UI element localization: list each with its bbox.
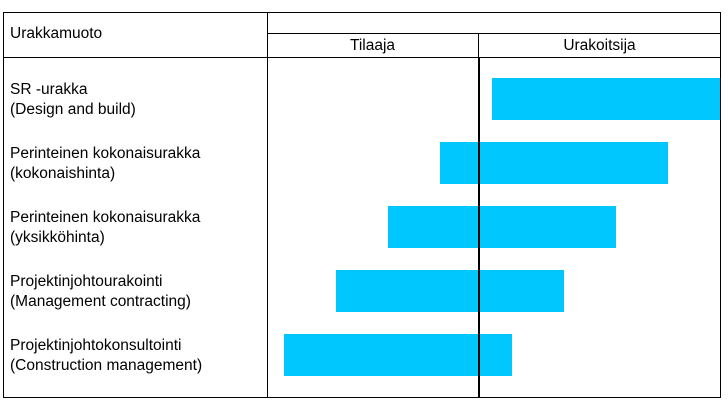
center-axis [478, 57, 480, 398]
row-label-line2: (yksikköhinta) [10, 229, 105, 246]
responsibility-bar [439, 142, 668, 184]
row-label-line2: (Management contracting) [10, 293, 191, 310]
responsibility-bar [491, 78, 720, 120]
row-label-line2: (Construction management) [10, 357, 203, 374]
urakoitsija-label: Urakoitsija [563, 37, 636, 54]
center-axis-header [478, 33, 479, 57]
column-title: Urakkamuoto [10, 25, 103, 42]
diagram-frame [3, 12, 721, 398]
row-label-line1: Perinteinen kokonaisurakka [10, 145, 201, 162]
row-label-line2: (Design and build) [10, 101, 136, 118]
row-label-line1: SR -urakka [10, 81, 88, 98]
row-label-line1: Projektinjohtokonsultointi [10, 337, 182, 354]
row-label-line2: (kokonaishinta) [10, 165, 116, 182]
responsibility-bar [283, 334, 513, 376]
tilaaja-label: Tilaaja [349, 37, 396, 54]
responsibility-bar [387, 206, 617, 248]
header-bottom-rule [3, 57, 721, 58]
header-top-rule [267, 33, 721, 34]
column-divider [267, 12, 268, 398]
responsibility-bar [335, 270, 565, 312]
row-label-line1: Perinteinen kokonaisurakka [10, 209, 201, 226]
row-label-line1: Projektinjohtourakointi [10, 273, 163, 290]
